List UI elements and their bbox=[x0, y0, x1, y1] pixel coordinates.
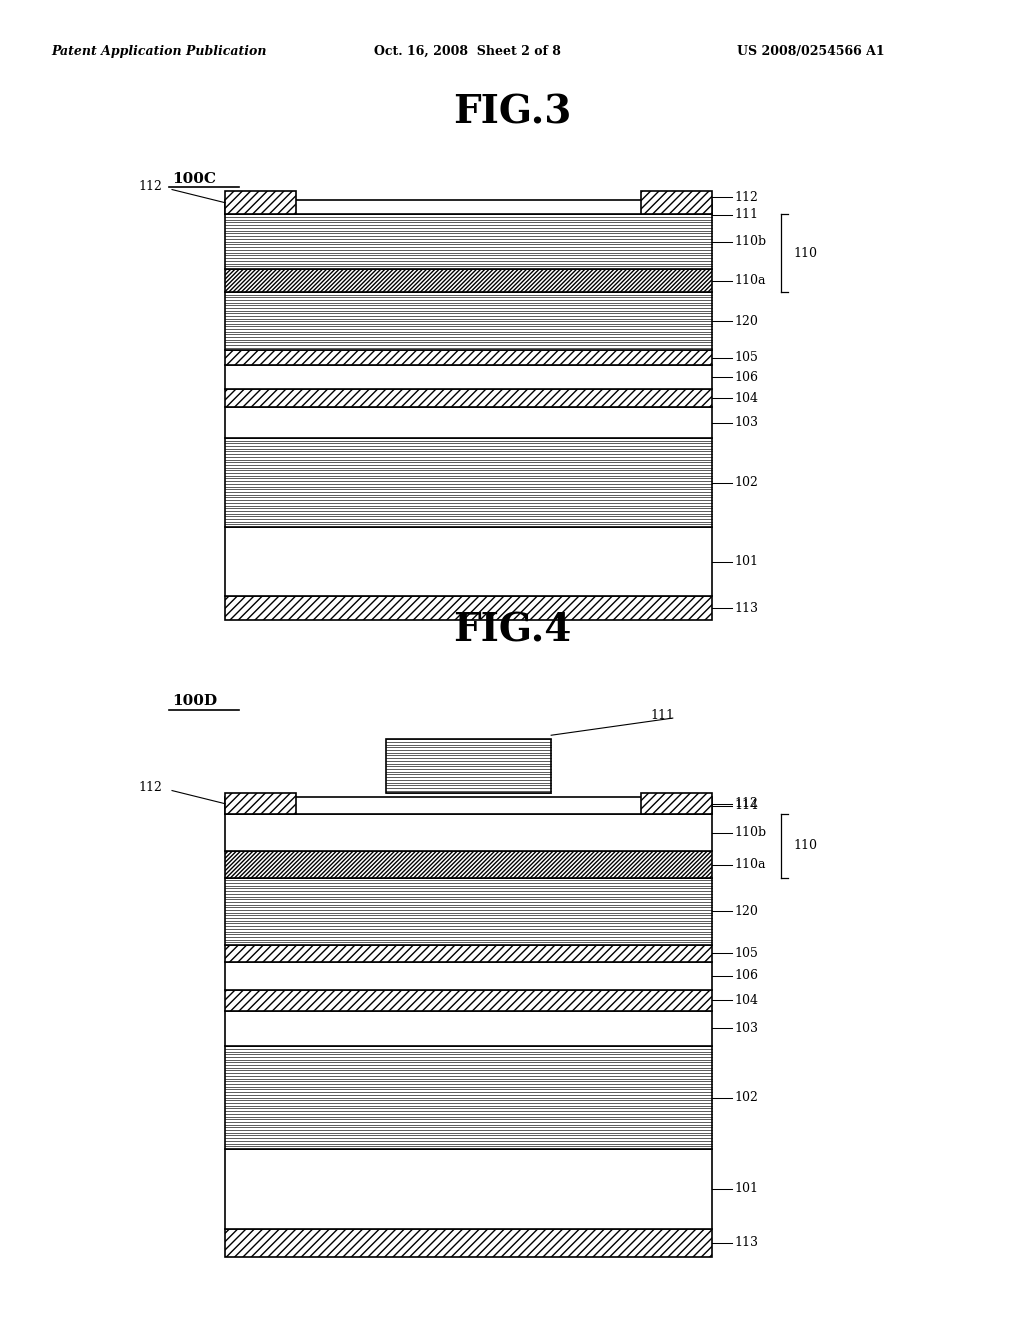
Text: 102: 102 bbox=[734, 1092, 758, 1104]
Text: 112: 112 bbox=[138, 181, 162, 194]
Bar bbox=[225, 962, 712, 990]
Text: 101: 101 bbox=[734, 556, 758, 568]
Text: 114: 114 bbox=[734, 799, 758, 812]
Text: 110a: 110a bbox=[734, 858, 766, 871]
Bar bbox=[225, 1148, 712, 1229]
Bar bbox=[225, 191, 296, 214]
Text: 100C: 100C bbox=[172, 172, 216, 186]
Text: FIG.4: FIG.4 bbox=[453, 611, 571, 649]
Text: 120: 120 bbox=[734, 314, 758, 327]
Text: 111: 111 bbox=[650, 709, 674, 722]
Bar bbox=[386, 739, 551, 793]
Bar bbox=[225, 269, 712, 292]
Text: 103: 103 bbox=[734, 1022, 758, 1035]
Bar bbox=[225, 350, 712, 364]
Bar bbox=[225, 527, 712, 597]
Text: 111: 111 bbox=[734, 209, 758, 222]
Text: US 2008/0254566 A1: US 2008/0254566 A1 bbox=[737, 45, 885, 58]
Text: 106: 106 bbox=[734, 969, 758, 982]
Bar bbox=[225, 793, 296, 814]
Text: 112: 112 bbox=[138, 781, 162, 795]
Text: 103: 103 bbox=[734, 416, 758, 429]
Bar bbox=[225, 199, 712, 214]
Text: 112: 112 bbox=[734, 191, 758, 205]
Text: 105: 105 bbox=[734, 946, 758, 960]
Text: 110: 110 bbox=[794, 247, 817, 260]
Bar bbox=[225, 597, 712, 620]
Bar bbox=[225, 945, 712, 962]
Text: 113: 113 bbox=[734, 1236, 758, 1249]
Text: 105: 105 bbox=[734, 351, 758, 364]
Text: 120: 120 bbox=[734, 906, 758, 917]
Text: 106: 106 bbox=[734, 371, 758, 384]
Bar bbox=[225, 292, 712, 350]
Bar bbox=[225, 878, 712, 945]
Bar bbox=[225, 438, 712, 527]
Bar bbox=[225, 292, 712, 350]
Bar bbox=[225, 214, 712, 269]
Text: 112: 112 bbox=[734, 797, 758, 810]
Bar bbox=[386, 739, 551, 793]
Bar bbox=[225, 389, 712, 407]
Bar bbox=[225, 814, 712, 851]
Bar bbox=[225, 851, 712, 878]
Bar bbox=[225, 878, 712, 945]
Text: 113: 113 bbox=[734, 602, 758, 615]
Bar bbox=[225, 364, 712, 389]
Text: 110b: 110b bbox=[734, 826, 766, 840]
Text: 102: 102 bbox=[734, 477, 758, 488]
Text: Oct. 16, 2008  Sheet 2 of 8: Oct. 16, 2008 Sheet 2 of 8 bbox=[374, 45, 560, 58]
Bar bbox=[225, 214, 712, 269]
Bar bbox=[225, 1047, 712, 1148]
Bar bbox=[225, 1047, 712, 1148]
Text: Patent Application Publication: Patent Application Publication bbox=[51, 45, 266, 58]
Bar bbox=[225, 990, 712, 1011]
Bar bbox=[225, 797, 712, 814]
Text: 110a: 110a bbox=[734, 275, 766, 288]
Bar bbox=[225, 1229, 712, 1257]
Bar bbox=[641, 191, 712, 214]
Bar bbox=[641, 793, 712, 814]
Text: 110b: 110b bbox=[734, 235, 766, 248]
Text: 101: 101 bbox=[734, 1183, 758, 1196]
Bar bbox=[225, 407, 712, 438]
Text: FIG.3: FIG.3 bbox=[453, 94, 571, 132]
Text: 104: 104 bbox=[734, 994, 758, 1007]
Text: 100D: 100D bbox=[172, 694, 217, 709]
Text: 104: 104 bbox=[734, 392, 758, 405]
Text: 110: 110 bbox=[794, 840, 817, 853]
Bar bbox=[225, 1011, 712, 1047]
Bar bbox=[225, 438, 712, 527]
